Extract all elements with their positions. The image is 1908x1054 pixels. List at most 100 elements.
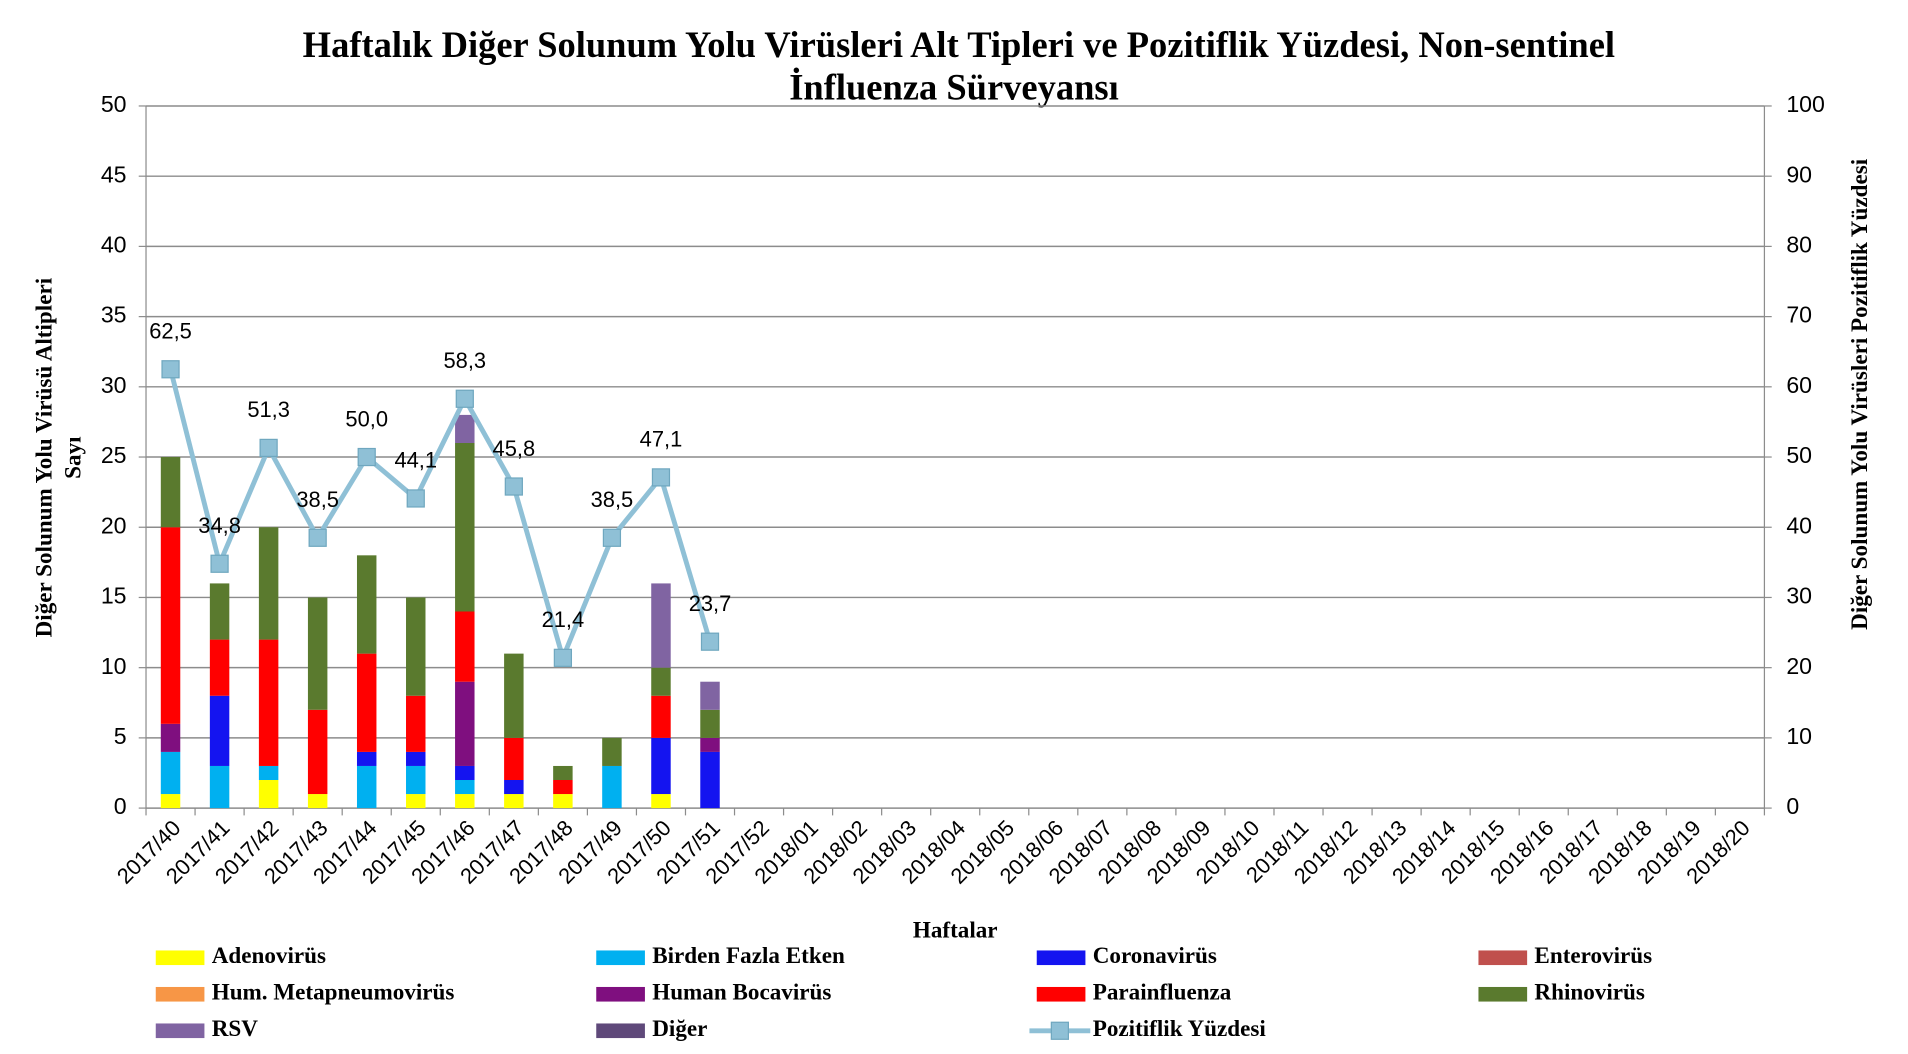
- y-tick-label: 50: [101, 91, 127, 117]
- legend-label: Birden Fazla Etken: [652, 942, 845, 968]
- legend-label: Pozitiflik Yüzdesi: [1093, 1015, 1267, 1041]
- legend-swatch: [596, 950, 645, 966]
- bar-segment: [406, 597, 426, 696]
- bar-segment: [356, 765, 377, 809]
- legend-swatch: [1036, 986, 1086, 1002]
- bar-segment: [209, 765, 230, 809]
- legend-label: Parainfluenza: [1093, 979, 1232, 1005]
- bar-segment: [700, 737, 720, 752]
- bar-segment: [504, 653, 524, 738]
- y2-tick-label: 90: [1786, 161, 1812, 187]
- y-tick-label: 10: [101, 653, 127, 679]
- bar-segment: [455, 794, 475, 809]
- bar-segment: [455, 765, 475, 781]
- y2-tick-label: 10: [1786, 723, 1812, 749]
- bar-segment: [504, 737, 524, 781]
- line-marker: [161, 360, 180, 379]
- bar-segment: [504, 794, 524, 809]
- y2-tick-label: 30: [1786, 583, 1812, 609]
- data-label: 23,7: [689, 591, 732, 616]
- y2-tick-label: 60: [1786, 372, 1812, 398]
- bar-segment: [307, 709, 328, 795]
- bar-segment: [406, 695, 426, 752]
- bar-segment: [651, 737, 671, 795]
- bar-segment: [307, 597, 328, 710]
- y-tick-label: 40: [101, 232, 127, 258]
- bar-segment: [160, 794, 181, 809]
- bar-segment: [307, 794, 328, 809]
- line-marker: [308, 528, 327, 547]
- bar-segment: [209, 583, 230, 640]
- bar-segment: [455, 414, 475, 443]
- line-marker: [259, 438, 278, 458]
- line-marker: [504, 477, 523, 496]
- data-label: 51,3: [247, 397, 290, 422]
- y-axis-label: Sayı: [60, 436, 86, 479]
- line-marker: [455, 389, 474, 408]
- chart-title: Haftalık Diğer Solunum Yolu Virüsleri Al…: [303, 24, 1615, 65]
- bar-segment: [455, 442, 475, 612]
- bar-segment: [455, 681, 475, 766]
- bar-segment: [258, 765, 279, 781]
- data-label: 38,5: [296, 487, 339, 512]
- y2-tick-label: 40: [1786, 512, 1812, 538]
- bar-segment: [700, 681, 720, 710]
- bar-segment: [160, 751, 181, 795]
- line-series: [168, 368, 713, 666]
- y-axis-label: Diğer Solunum Yolu Virüsü Altipleri: [31, 277, 57, 637]
- data-label: 21,4: [542, 607, 585, 632]
- legend-swatch: [1036, 950, 1086, 966]
- bar-segment: [356, 751, 377, 766]
- y2-tick-label: 20: [1786, 653, 1812, 679]
- legend-label: Coronavirüs: [1093, 942, 1217, 968]
- legend-label: Enterovirüs: [1534, 942, 1652, 968]
- bar-segment: [553, 794, 573, 809]
- legend-label: Hum. Metapneumovirüs: [212, 979, 455, 1005]
- bar-segment: [700, 751, 720, 809]
- bar-segment: [209, 695, 230, 766]
- bar-segment: [455, 780, 475, 795]
- data-label: 47,1: [640, 427, 683, 452]
- data-label: 44,1: [394, 448, 437, 473]
- bar-segment: [406, 751, 426, 766]
- bar-segment: [356, 653, 377, 752]
- legend-label: RSV: [212, 1015, 259, 1041]
- y-tick-label: 0: [114, 793, 127, 819]
- legend-swatch: [1478, 950, 1528, 966]
- data-label: 38,5: [591, 487, 634, 512]
- y2-tick-label: 50: [1786, 442, 1812, 468]
- y-tick-label: 25: [101, 442, 127, 468]
- bar-segment: [356, 555, 377, 654]
- data-label: 45,8: [493, 436, 536, 461]
- bar-segment: [258, 780, 279, 809]
- chart-title: İnfluenza Sürveyansı: [789, 67, 1119, 108]
- bar-segment: [651, 695, 671, 738]
- bar-segment: [160, 723, 181, 752]
- line-marker: [210, 554, 229, 573]
- bar-segment: [258, 639, 279, 766]
- line-marker: [651, 468, 671, 487]
- y2-tick-label: 80: [1786, 232, 1812, 258]
- legend-label: Diğer: [652, 1015, 707, 1041]
- legend-label: Adenovirüs: [212, 942, 326, 968]
- y2-tick-label: 0: [1786, 793, 1799, 819]
- bar-segment: [651, 794, 671, 809]
- data-label: 50,0: [345, 406, 388, 431]
- bar-segment: [160, 457, 181, 528]
- y-tick-label: 5: [114, 723, 127, 749]
- legend-swatch: [1050, 1021, 1069, 1040]
- data-label: 34,8: [198, 513, 241, 538]
- legend-swatch: [596, 1023, 645, 1039]
- data-label: 62,5: [149, 319, 192, 344]
- bar-segment: [160, 527, 181, 724]
- y-tick-label: 45: [101, 161, 127, 187]
- y2-tick-label: 70: [1786, 302, 1812, 328]
- legend-label: Rhinovirüs: [1534, 979, 1644, 1005]
- bar-segment: [406, 794, 426, 809]
- legend-swatch: [1478, 986, 1528, 1002]
- bar-segment: [651, 667, 671, 696]
- y-tick-label: 20: [101, 512, 127, 538]
- line-marker: [553, 648, 573, 667]
- bar-segment: [651, 583, 671, 668]
- bar-segment: [406, 765, 426, 795]
